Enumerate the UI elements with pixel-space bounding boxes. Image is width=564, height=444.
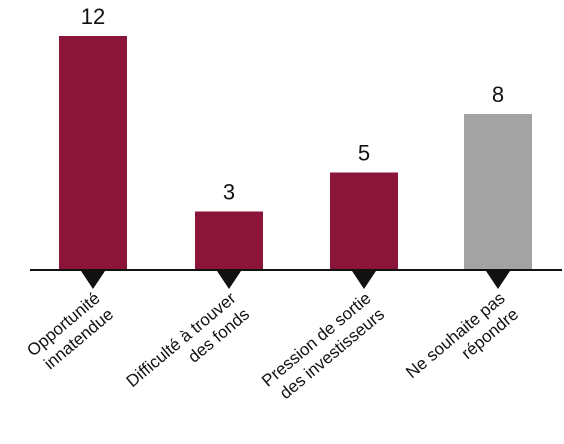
value-label-1: 12 <box>81 4 105 29</box>
tick-marker-1 <box>81 271 105 289</box>
category-label-3: Pression de sortiedes investisseurs <box>258 289 388 407</box>
bar-3 <box>330 172 398 270</box>
tick-marker-4 <box>486 271 510 289</box>
category-label-2: Difficulté à trouverdes fonds <box>123 288 254 407</box>
value-label-3: 5 <box>358 141 370 166</box>
bar-4 <box>464 114 532 270</box>
value-label-4: 8 <box>492 82 504 107</box>
category-label-4: Ne souhaite pasrépondre <box>402 289 522 399</box>
tick-marker-2 <box>217 271 241 289</box>
value-label-2: 3 <box>223 180 235 205</box>
bar-1 <box>59 36 127 270</box>
tick-marker-3 <box>352 271 376 289</box>
bar-2 <box>195 211 263 270</box>
category-label-1: Opportunitéinnatendue <box>23 289 117 377</box>
